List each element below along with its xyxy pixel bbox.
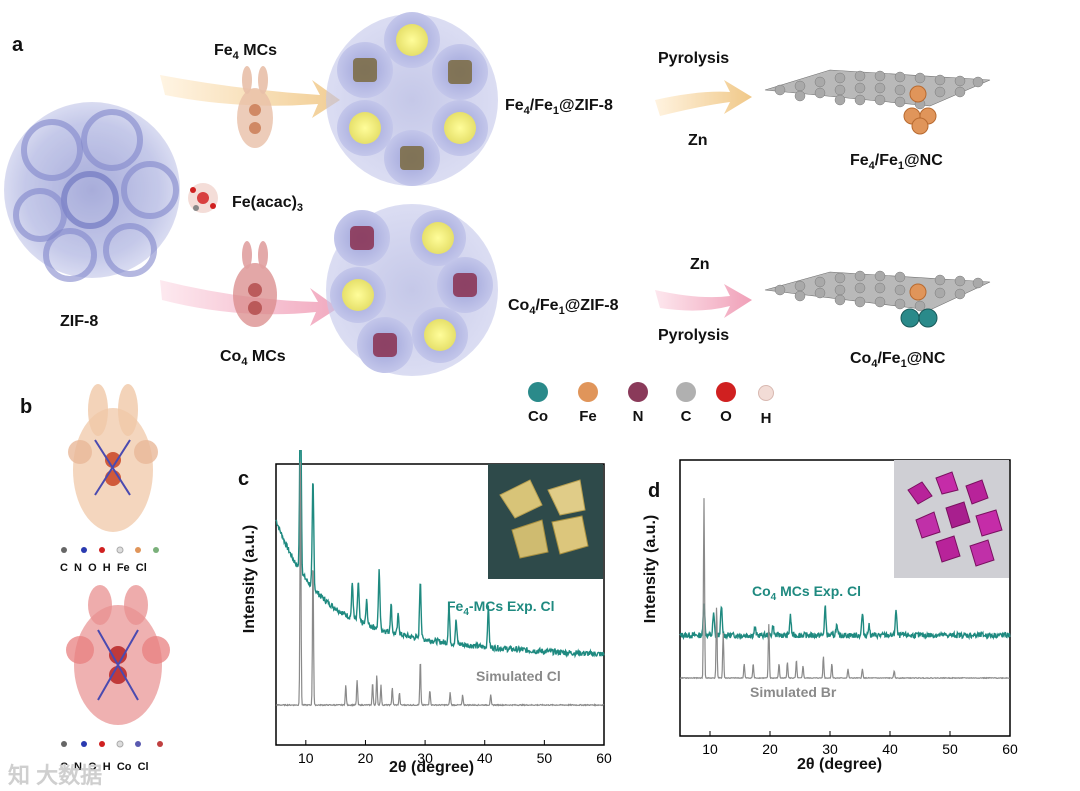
- x-tick-label: 10: [298, 750, 314, 766]
- x-tick-label: 20: [762, 741, 778, 757]
- legend-c: C: [666, 382, 706, 425]
- chart-d-exp-line: [679, 603, 1011, 641]
- chart-d-sim-label: Simulated Br: [750, 684, 837, 700]
- panel-b-letter: b: [20, 396, 33, 418]
- chart-c-xlabel: 2θ (degree): [389, 759, 475, 776]
- fe-acac-molecule: [188, 183, 218, 213]
- watermark: 知 大数据: [8, 763, 103, 788]
- legend-h: H: [746, 382, 786, 427]
- panel-a-artwork: [4, 12, 991, 376]
- co4-mc-molecule: [233, 241, 277, 327]
- pyrolysis-bottom-label: Pyrolysis: [658, 327, 730, 344]
- zif8-label: ZIF-8: [60, 313, 99, 330]
- zn-bottom-label: Zn: [690, 256, 710, 273]
- panel-b-legend-bottom: C N O H Co Cl: [60, 761, 149, 773]
- fe4-mcs-label: Fe4 MCs: [214, 42, 278, 63]
- zif8-lattice: [4, 102, 180, 282]
- legend-fe: Fe: [568, 382, 608, 425]
- zn-top-label: Zn: [688, 132, 708, 149]
- chart-c-frame: [275, 463, 605, 746]
- x-tick-label: 60: [1002, 741, 1018, 757]
- panel-c-letter: c: [238, 468, 250, 490]
- chart-d-sim-line: [679, 498, 1010, 680]
- x-tick-label: 30: [822, 741, 838, 757]
- x-tick-label: 50: [942, 741, 958, 757]
- chart-c-exp-label: Fe4-MCs Exp. Cl: [447, 598, 555, 618]
- chart-d-xlabel: 2θ (degree): [797, 756, 883, 773]
- co-zif-cluster: [326, 204, 498, 376]
- chart-d: 10 20 30 40 50 60: [679, 459, 1018, 757]
- legend-co: Co: [518, 382, 558, 425]
- chart-c-sim-line: [275, 462, 605, 707]
- graphene-balls-bottom: [774, 270, 984, 312]
- chart-c-x-ticks: 10 20 30 40 50 60: [298, 740, 612, 766]
- x-tick-label: 50: [537, 750, 553, 766]
- graphene-balls-top: [774, 70, 984, 110]
- x-tick-label: 60: [596, 750, 612, 766]
- x-tick-label: 20: [358, 750, 374, 766]
- pyrolysis-top-label: Pyrolysis: [658, 50, 730, 67]
- fe-zif-cluster: [326, 12, 498, 186]
- chart-d-x-ticks: 10 20 30 40 50 60: [702, 731, 1018, 757]
- chart-d-frame: [679, 459, 1011, 737]
- co-zif-label: Co4/Fe1@ZIF-8: [508, 297, 619, 318]
- chart-d-inset-photo: [894, 460, 1009, 578]
- chart-c: 10 20 30 40 50 60: [275, 450, 612, 766]
- legend-o: O: [706, 382, 746, 425]
- fe-acac-label: Fe(acac)3: [232, 194, 304, 215]
- x-tick-label: 40: [477, 750, 493, 766]
- panel-b-legend-top: C N O H Fe Cl: [60, 562, 147, 574]
- fe4-mc-molecule: [237, 66, 273, 148]
- co4-mcs-label: Co4 MCs: [220, 348, 286, 369]
- panel-d-letter: d: [648, 480, 661, 502]
- chart-c-ylabel: Intensity (a.u.): [241, 524, 259, 634]
- co-nc-label: Co4/Fe1@NC: [850, 350, 946, 371]
- chart-c-exp-line: [275, 450, 605, 659]
- panel-b-molecules: [61, 384, 170, 748]
- x-tick-label: 10: [702, 741, 718, 757]
- fe-nc-label: Fe4/Fe1@NC: [850, 152, 943, 173]
- legend-n: N: [618, 382, 658, 425]
- x-tick-label: 30: [417, 750, 433, 766]
- x-tick-label: 40: [882, 741, 898, 757]
- chart-d-ylabel: Intensity (a.u.): [642, 514, 660, 624]
- chart-c-inset-photo: [488, 464, 603, 579]
- panel-a-letter: a: [12, 34, 24, 56]
- fe-zif-label: Fe4/Fe1@ZIF-8: [505, 97, 613, 118]
- chart-d-exp-label: Co4 MCs Exp. Cl: [752, 583, 862, 603]
- chart-c-sim-label: Simulated Cl: [476, 668, 561, 684]
